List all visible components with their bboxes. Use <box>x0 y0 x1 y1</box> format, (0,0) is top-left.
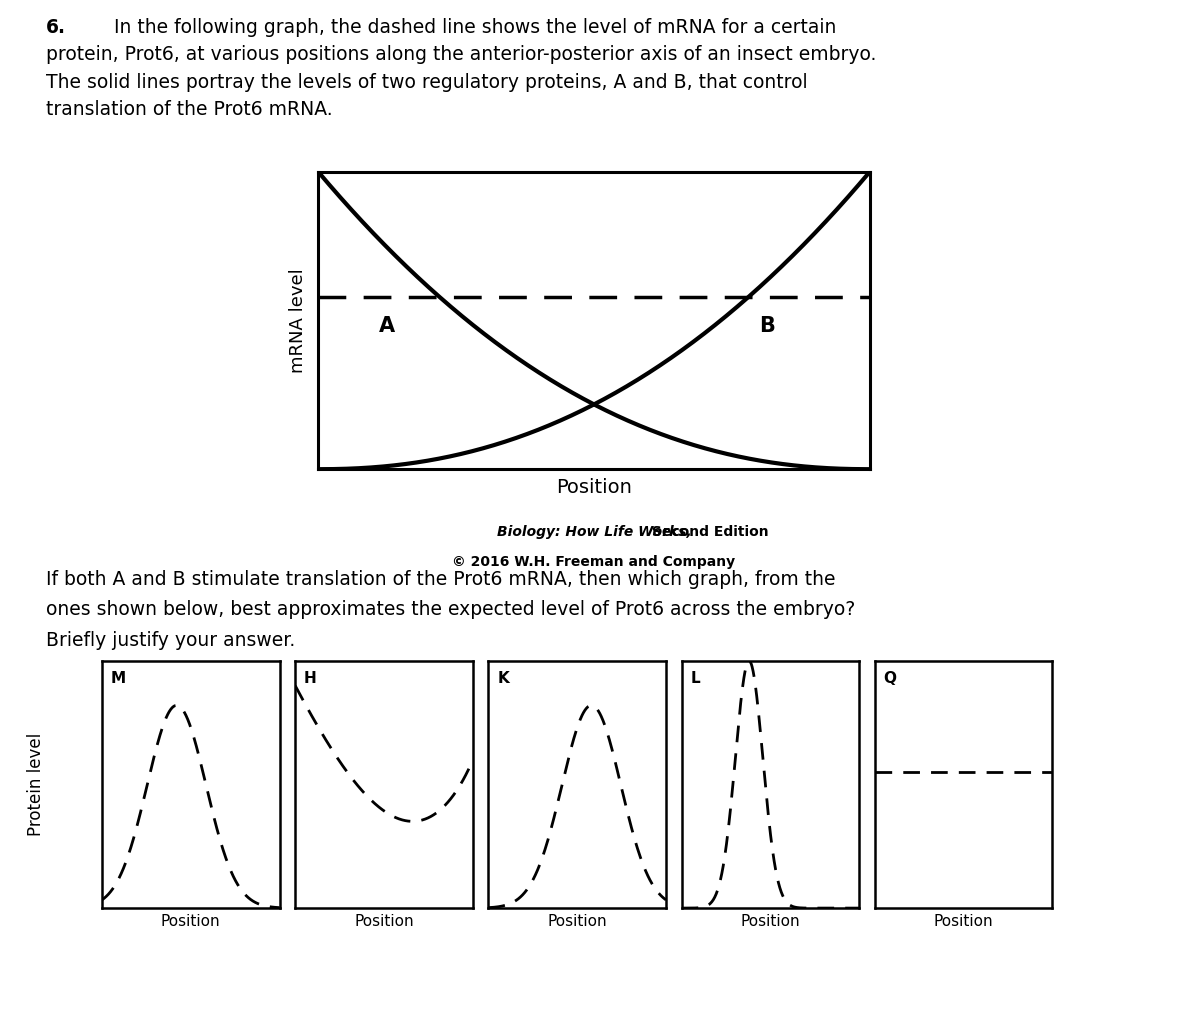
Text: Biology: How Life Works,: Biology: How Life Works, <box>497 525 691 539</box>
Text: translation of the Prot6 mRNA.: translation of the Prot6 mRNA. <box>46 100 332 119</box>
Text: M: M <box>110 671 126 686</box>
Text: The solid lines portray the levels of two regulatory proteins, A and B, that con: The solid lines portray the levels of tw… <box>46 73 808 92</box>
Text: A: A <box>379 316 395 336</box>
Text: B: B <box>760 316 775 336</box>
X-axis label: Position: Position <box>354 914 414 928</box>
X-axis label: Position: Position <box>161 914 221 928</box>
X-axis label: Position: Position <box>556 477 632 496</box>
Text: Second Edition: Second Edition <box>647 525 769 539</box>
Text: In the following graph, the dashed line shows the level of mRNA for a certain: In the following graph, the dashed line … <box>114 18 836 37</box>
Y-axis label: mRNA level: mRNA level <box>289 268 307 372</box>
X-axis label: Position: Position <box>740 914 800 928</box>
Text: If both A and B stimulate translation of the Prot6 mRNA, then which graph, from : If both A and B stimulate translation of… <box>46 570 835 589</box>
Text: protein, Prot6, at various positions along the anterior-posterior axis of an ins: protein, Prot6, at various positions alo… <box>46 45 876 65</box>
Text: 6.: 6. <box>46 18 66 37</box>
Text: © 2016 W.H. Freeman and Company: © 2016 W.H. Freeman and Company <box>452 555 736 569</box>
Text: Briefly justify your answer.: Briefly justify your answer. <box>46 631 295 650</box>
Text: ones shown below, best approximates the expected level of Prot6 across the embry: ones shown below, best approximates the … <box>46 600 854 620</box>
Text: Q: Q <box>883 671 896 686</box>
Text: Protein level: Protein level <box>26 733 46 836</box>
Text: K: K <box>497 671 509 686</box>
X-axis label: Position: Position <box>547 914 607 928</box>
X-axis label: Position: Position <box>934 914 994 928</box>
Text: H: H <box>304 671 317 686</box>
Text: L: L <box>690 671 700 686</box>
